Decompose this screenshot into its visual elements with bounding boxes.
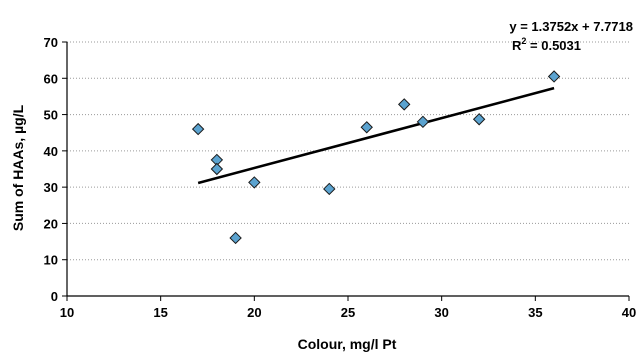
y-tick-label-50: 50 (44, 108, 58, 123)
data-point-9 (416, 115, 430, 129)
x-tick-label-25: 25 (341, 305, 355, 320)
y-tick-label-40: 40 (44, 144, 58, 159)
data-point-4 (229, 231, 242, 245)
trendline-group (197, 86, 555, 185)
y-tick-label-10: 10 (44, 253, 58, 268)
y-tick-label-60: 60 (44, 71, 58, 86)
trend-equation: y = 1.3752x + 7.7718 (509, 19, 633, 34)
x-tick-label-30: 30 (434, 305, 448, 320)
data-point-6 (323, 182, 336, 196)
r-squared-label: R2 = 0.5031 (512, 36, 581, 53)
x-tick-label-35: 35 (528, 305, 542, 320)
data-point-10 (472, 113, 486, 126)
y-tick-label-30: 30 (44, 180, 58, 195)
x-tick-label-10: 10 (60, 305, 74, 320)
r-squared-exponent: 2 (521, 36, 526, 46)
data-point-11 (547, 70, 561, 83)
x-tick-label-20: 20 (247, 305, 261, 320)
data-point-8 (397, 98, 411, 111)
y-axis-title: Sum of HAAs, µg/L (10, 104, 26, 231)
x-axis-title: Colour, mg/l Pt (298, 336, 397, 352)
data-point-7 (360, 121, 373, 134)
data-points (191, 70, 561, 245)
data-point-1 (191, 122, 205, 136)
x-tick-labels: 10 15 20 25 30 35 40 (60, 305, 636, 320)
y-tick-label-20: 20 (44, 216, 58, 231)
x-tick-label-40: 40 (622, 305, 636, 320)
data-point-5 (248, 176, 261, 189)
r-squared-base: R (512, 38, 522, 53)
r-squared-value: = 0.5031 (526, 38, 581, 53)
gridlines (67, 41, 629, 261)
y-tick-label-0: 0 (51, 289, 58, 304)
axes (62, 41, 630, 301)
trendline (197, 86, 555, 185)
y-tick-labels: 0 10 20 30 40 50 60 70 (44, 35, 58, 304)
x-tick-label-15: 15 (153, 305, 167, 320)
data-point-3 (210, 162, 224, 176)
y-tick-label-70: 70 (44, 35, 58, 50)
